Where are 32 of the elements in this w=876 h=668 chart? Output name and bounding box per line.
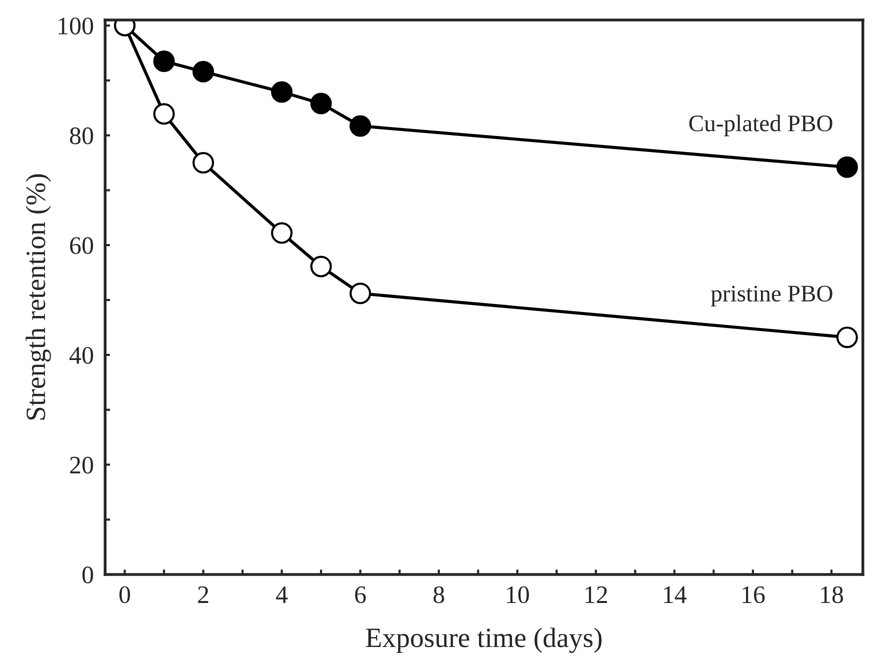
point — [350, 282, 372, 304]
point — [271, 81, 293, 103]
point — [836, 326, 858, 348]
x-tick-label: 6 — [355, 586, 366, 604]
x-tick-label: 12 — [586, 586, 608, 603]
x-tick-label: 10 — [507, 586, 529, 604]
point — [836, 156, 858, 178]
point — [192, 152, 214, 174]
y-axis-title: Strength retention (%) — [26, 174, 51, 420]
point — [350, 115, 372, 137]
point — [310, 92, 332, 114]
y-tick-label: 100 — [58, 18, 94, 34]
point — [153, 103, 175, 125]
point — [310, 256, 332, 278]
y-tick-label: 0 — [82, 566, 94, 584]
y-tick-label: 20 — [70, 456, 94, 474]
x-axis-title: Exposure time (days) — [366, 628, 602, 653]
y-tick-label: 40 — [69, 346, 94, 364]
series-label: pristine PBO — [710, 286, 832, 306]
x-tick-label: 4 — [276, 586, 288, 603]
x-tick-label: 0 — [119, 586, 130, 604]
point — [271, 222, 293, 244]
x-tick-label: 16 — [742, 586, 765, 604]
series-label: Cu-plated PBO — [689, 114, 832, 136]
x-tick-label: 14 — [664, 586, 687, 603]
x-tick-label: 8 — [434, 586, 444, 604]
point — [192, 60, 214, 82]
y-tick-label: 60 — [70, 237, 94, 254]
x-tick-label: 18 — [821, 586, 843, 604]
point — [153, 50, 175, 72]
x-tick-label: 2 — [198, 586, 208, 603]
y-tick-label: 80 — [70, 127, 94, 144]
